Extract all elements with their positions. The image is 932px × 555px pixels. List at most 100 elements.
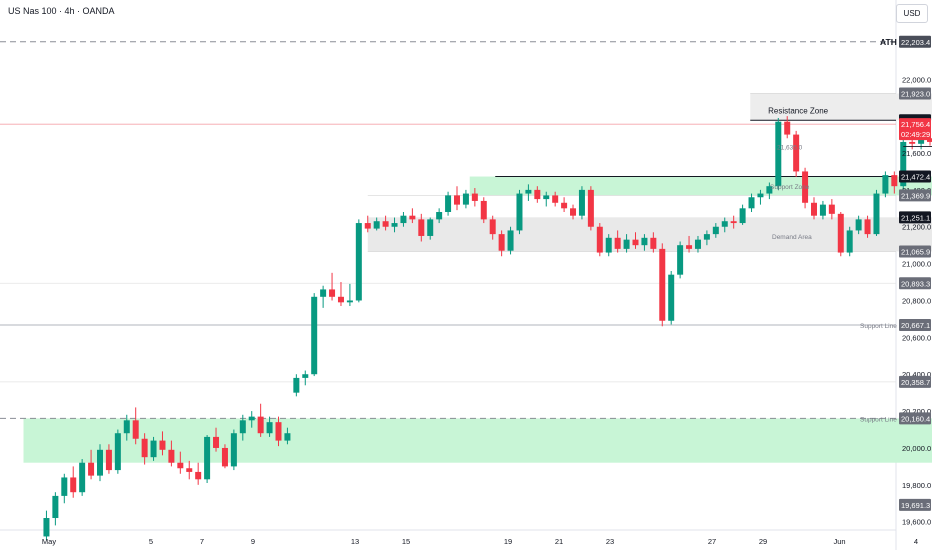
annotation-measure-value: 21,635.0 bbox=[777, 145, 803, 152]
price-label: 21,472.4 bbox=[901, 173, 930, 182]
currency-button[interactable]: USD bbox=[896, 4, 928, 23]
candle-body bbox=[356, 223, 362, 300]
y-tick-label: 20,000.0 bbox=[902, 444, 931, 453]
candle-body bbox=[856, 219, 862, 230]
candle-body bbox=[61, 477, 67, 495]
candle-body bbox=[731, 221, 737, 223]
candle-body bbox=[52, 496, 58, 518]
candle-body bbox=[222, 448, 228, 466]
x-tick-label: 29 bbox=[759, 537, 767, 546]
candle-body bbox=[293, 378, 299, 393]
candle-body bbox=[436, 212, 442, 219]
candle-body bbox=[249, 417, 255, 421]
candle-body bbox=[374, 221, 380, 228]
candle-body bbox=[873, 194, 879, 235]
candle-body bbox=[400, 216, 406, 223]
candle-body bbox=[347, 300, 353, 302]
bar-countdown: 02:49:29 bbox=[901, 130, 930, 139]
x-tick-label: 21 bbox=[555, 537, 563, 546]
candle-body bbox=[106, 450, 112, 470]
price-label: 20,667.1 bbox=[901, 321, 930, 330]
candle-body bbox=[525, 190, 531, 194]
candle-body bbox=[659, 249, 665, 321]
candle-body bbox=[231, 433, 237, 466]
candle-body bbox=[88, 463, 94, 476]
candle-body bbox=[365, 223, 371, 229]
candle-body bbox=[865, 219, 871, 234]
candle-body bbox=[891, 175, 897, 186]
candle-body bbox=[570, 208, 576, 215]
candle-body bbox=[383, 221, 389, 227]
candle-body bbox=[213, 437, 219, 448]
candle-body bbox=[561, 203, 567, 209]
candle-body bbox=[829, 205, 835, 214]
candle-body bbox=[499, 234, 505, 251]
candle-body bbox=[481, 201, 487, 219]
candle-body bbox=[320, 289, 326, 296]
candle-body bbox=[124, 420, 130, 433]
candle-body bbox=[838, 214, 844, 253]
candle-body bbox=[186, 468, 192, 472]
x-tick-label: 13 bbox=[351, 537, 359, 546]
candle-body bbox=[240, 420, 246, 433]
annotation-support-line: Support Line bbox=[860, 416, 897, 423]
candle-body bbox=[704, 234, 710, 240]
candle-body bbox=[686, 245, 692, 249]
candle-body bbox=[392, 223, 398, 227]
candle-body bbox=[159, 441, 165, 450]
candle-body bbox=[882, 175, 888, 193]
annotation-ath: ATH bbox=[880, 37, 897, 47]
candle-body bbox=[329, 289, 335, 296]
price-label: 20,160.4 bbox=[901, 414, 930, 423]
candle-body bbox=[534, 190, 540, 199]
candle-body bbox=[427, 219, 433, 236]
price-label: 19,691.3 bbox=[901, 501, 930, 510]
candle-body bbox=[695, 240, 701, 249]
candle-body bbox=[195, 472, 201, 479]
candle-body bbox=[338, 297, 344, 303]
candle-body bbox=[811, 203, 817, 216]
candle-body bbox=[820, 205, 826, 216]
candle-body bbox=[43, 518, 49, 536]
candle-body bbox=[79, 463, 85, 492]
candle-body bbox=[624, 240, 630, 249]
candle-body bbox=[302, 374, 308, 378]
x-tick-label: 27 bbox=[708, 537, 716, 546]
candle-body bbox=[516, 194, 522, 231]
candle-body bbox=[445, 195, 451, 212]
candle-body bbox=[311, 297, 317, 374]
candle-body bbox=[258, 417, 264, 434]
price-label: 20,358.7 bbox=[901, 378, 930, 387]
candle-body bbox=[463, 194, 469, 205]
price-label: 21,251.1 bbox=[901, 213, 930, 222]
annotation-resistance-zone: Resistance Zone bbox=[768, 107, 829, 116]
candle-body bbox=[177, 463, 183, 469]
price-label: 21,923.0 bbox=[901, 89, 930, 98]
candle-body bbox=[115, 433, 121, 470]
candle-body bbox=[70, 477, 76, 492]
y-tick-label: 19,800.0 bbox=[902, 481, 931, 490]
zone-support-3 bbox=[24, 418, 932, 462]
price-label: 20,893.3 bbox=[901, 279, 930, 288]
candle-body bbox=[267, 422, 273, 433]
price-label: 21,065.9 bbox=[901, 247, 930, 256]
candle-body bbox=[552, 195, 558, 202]
candle-body bbox=[909, 142, 915, 144]
current-price-label: 21,756.4 bbox=[901, 120, 930, 129]
annotation-support-line: Support Line bbox=[860, 323, 897, 330]
y-tick-label: 21,600.0 bbox=[902, 149, 931, 158]
x-tick-label: 19 bbox=[504, 537, 512, 546]
candle-body bbox=[133, 420, 139, 438]
x-tick-label: 5 bbox=[149, 537, 153, 546]
candle-body bbox=[543, 195, 549, 199]
annotation-support-zone: Support Zone bbox=[770, 184, 810, 191]
price-label: 21,369.9 bbox=[901, 191, 930, 200]
price-label: 22,203.4 bbox=[901, 38, 930, 47]
candle-body bbox=[151, 441, 157, 458]
x-tick-label: May bbox=[42, 537, 56, 546]
x-tick-label: 4 bbox=[914, 537, 918, 546]
candle-body bbox=[677, 245, 683, 274]
